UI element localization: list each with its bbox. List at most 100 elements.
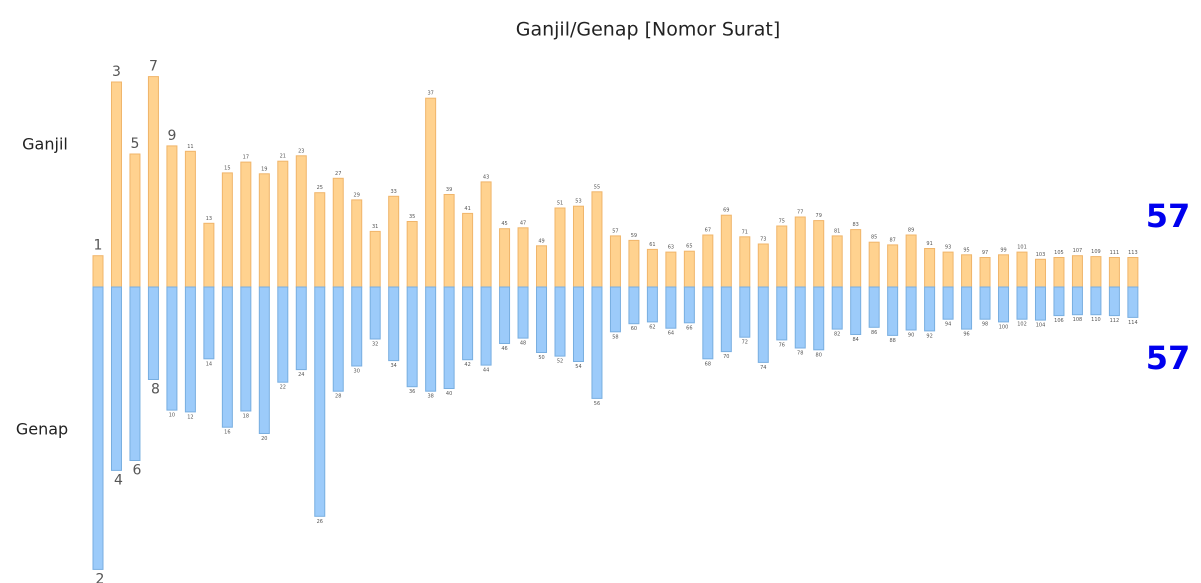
bar [517,286,529,339]
bar-label: 86 [871,330,877,336]
bar-label: 50 [538,355,544,361]
bar [221,172,233,288]
bar-label: 36 [409,389,415,395]
bar-label: 65 [686,244,692,250]
series-label: Ganjil [22,135,68,154]
bar [258,286,270,434]
bar [369,286,381,340]
bar [572,286,584,362]
bar [1090,286,1102,316]
bar [979,257,991,288]
bar [499,228,511,288]
bar-label: 99 [1000,247,1006,253]
bar-label: 34 [390,363,396,369]
bar [1108,257,1120,288]
bar [406,286,418,388]
bar [92,286,104,570]
bar [665,286,677,329]
bar [480,181,492,288]
bar [887,244,899,288]
bar-label: 37 [427,91,433,97]
bar [369,230,381,288]
bar-label: 35 [409,214,415,220]
bar [924,248,936,288]
bar-label: 58 [612,334,618,340]
bar [425,97,437,288]
bar [591,286,603,399]
bar-label: 75 [779,219,785,225]
bar [147,76,159,288]
bar-label: 40 [446,391,452,397]
bar [517,227,529,288]
bar-label: 111 [1110,250,1120,256]
bar [258,173,270,288]
bar-label: 41 [464,206,470,212]
bar [776,286,788,341]
bar-label: 53 [575,199,581,205]
bar-label: 85 [871,235,877,241]
bar [240,286,252,412]
bar [831,235,843,288]
bar-label: 70 [723,354,729,360]
bar-label: 26 [317,519,323,525]
bar-label: 84 [852,337,858,343]
bar-label: 82 [834,332,840,338]
bar [314,192,326,288]
bar [351,286,363,367]
bar [406,221,418,288]
bar-label: 33 [390,189,396,195]
bar-label: 69 [723,208,729,214]
bar [203,222,215,288]
bar [184,150,196,288]
bar-label: 30 [354,369,360,375]
bar-label: 63 [668,245,674,251]
bar [536,245,548,288]
bar [221,286,233,428]
bar-label: 17 [243,155,249,161]
bar-label: 76 [779,342,785,348]
bar [314,286,326,517]
bar-label: 21 [280,154,286,160]
bar-label: 109 [1091,249,1101,255]
bar-label: 16 [224,430,230,436]
bar [184,286,196,413]
bar [998,286,1010,323]
bar-label: 62 [649,324,655,330]
bar [961,286,973,330]
bar-label: 4 [114,472,123,488]
bar-label: 12 [187,414,193,420]
bar-label: 25 [317,185,323,191]
bar-label: 59 [631,233,637,239]
bar [1090,256,1102,288]
bar-label: 74 [760,365,766,371]
bar-label: 32 [372,342,378,348]
bar-label: 48 [520,341,526,347]
bar [1071,286,1083,316]
bar-label: 46 [501,346,507,352]
bar-label: 52 [557,359,563,365]
bar-label: 87 [889,237,895,243]
bar-label: 104 [1036,323,1046,329]
bar-label: 2 [96,571,105,583]
bar-label: 105 [1054,250,1064,256]
bar [129,286,141,461]
bar [702,286,714,360]
bar-label: 114 [1128,320,1138,326]
bar-label: 57 [612,228,618,234]
bar [887,286,899,336]
bar-label: 45 [501,221,507,227]
bar-label: 44 [483,368,489,374]
bar-label: 9 [167,128,176,144]
bar [757,286,769,363]
bar-label: 60 [631,326,637,332]
series-count: 57 [1146,339,1191,377]
bar [794,286,806,349]
bar [203,286,215,360]
bar-label: 10 [169,413,175,419]
bar-label: 102 [1017,322,1027,328]
bar-label: 39 [446,187,452,193]
bar [683,250,695,288]
bar [129,153,141,288]
bar-label: 22 [280,385,286,391]
bar-label: 5 [130,136,139,152]
